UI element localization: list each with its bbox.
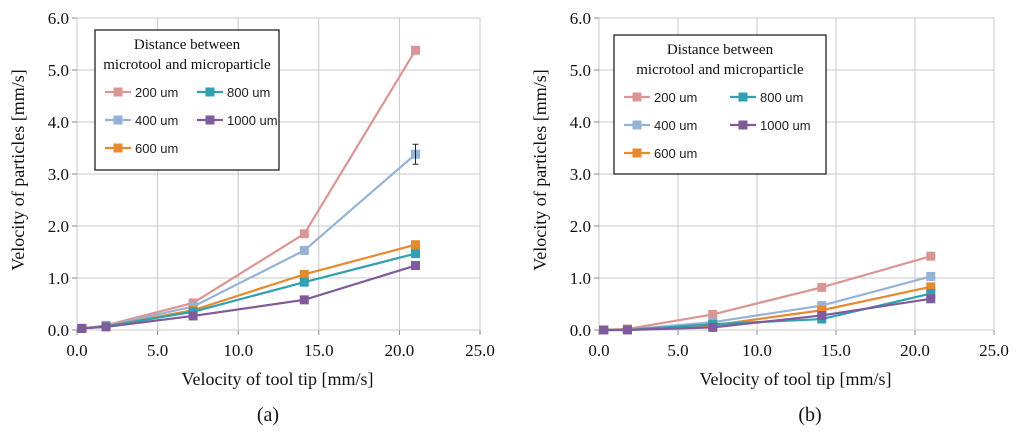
data-point xyxy=(299,245,309,255)
legend-marker xyxy=(738,120,748,130)
panel-label: (a) xyxy=(257,404,279,426)
legend-label: 400 um xyxy=(654,118,697,133)
legend-box xyxy=(613,34,827,175)
legend-title-line: microtool and microparticle xyxy=(636,62,804,78)
data-point xyxy=(411,249,421,259)
data-point xyxy=(299,295,309,305)
legend-label: 800 um xyxy=(227,85,270,100)
chart-panel-a: 0.0 5.0 10.0 15.0 20.0 25.0 0.0 1.0 2.0 3.0 4.0 5.0… xyxy=(8,9,495,426)
data-point xyxy=(817,305,827,315)
data-point xyxy=(599,325,609,335)
legend-label: 600 um xyxy=(654,146,697,161)
x-tick-label: 10.0 xyxy=(742,341,772,360)
y-tick-label: 5.0 xyxy=(570,61,591,80)
legend-marker xyxy=(205,87,215,97)
legend-label: 200 um xyxy=(135,85,178,100)
legend-title-line: Distance between xyxy=(667,42,774,58)
x-tick-label: 25.0 xyxy=(465,341,495,360)
y-tick-label: 3.0 xyxy=(48,165,69,184)
y-tick-label: 6.0 xyxy=(570,9,591,28)
data-point xyxy=(299,269,309,279)
y-tick-label: 1.0 xyxy=(48,269,69,288)
data-point xyxy=(411,261,421,271)
x-axis-title: Velocity of tool tip [mm/s] xyxy=(700,369,892,389)
legend-label: 1000 um xyxy=(227,113,278,128)
legend-label: 600 um xyxy=(135,141,178,156)
panel-label: (b) xyxy=(798,404,821,426)
y-tick-label: 0.0 xyxy=(570,321,591,340)
legend-marker xyxy=(113,115,123,125)
data-point xyxy=(77,323,87,333)
x-tick-label: 0.0 xyxy=(588,341,609,360)
data-point xyxy=(188,311,198,321)
legend-box xyxy=(94,29,280,171)
data-point xyxy=(299,229,309,239)
x-tick-label: 25.0 xyxy=(979,341,1009,360)
legend: Distance between microtool and microparti… xyxy=(94,29,280,171)
y-tick-label: 1.0 xyxy=(570,269,591,288)
legend-marker xyxy=(205,115,215,125)
legend-marker xyxy=(738,92,748,102)
legend-label: 400 um xyxy=(135,113,178,128)
y-axis-title: Velocity of particles [mm/s] xyxy=(8,69,28,270)
y-tick-label: 4.0 xyxy=(570,113,591,132)
data-point xyxy=(101,322,111,332)
x-tick-label: 15.0 xyxy=(821,341,851,360)
legend-marker xyxy=(113,143,123,153)
data-point xyxy=(411,45,421,55)
y-tick-label: 2.0 xyxy=(570,217,591,236)
y-tick-label: 4.0 xyxy=(48,113,69,132)
y-tick-label: 3.0 xyxy=(570,165,591,184)
data-point xyxy=(817,310,827,320)
x-axis-title: Velocity of tool tip [mm/s] xyxy=(182,369,374,389)
legend-label: 200 um xyxy=(654,90,697,105)
legend-marker xyxy=(632,148,642,158)
data-point xyxy=(622,325,632,335)
data-point xyxy=(411,240,421,250)
x-tick-label: 10.0 xyxy=(223,341,253,360)
x-tick-label: 5.0 xyxy=(667,341,688,360)
data-point xyxy=(926,282,936,292)
data-point xyxy=(926,271,936,281)
legend-marker xyxy=(113,87,123,97)
legend: Distance between microtool and microparti… xyxy=(613,34,827,175)
legend-label: 800 um xyxy=(760,90,803,105)
chart-panel-b: 0.0 5.0 10.0 15.0 20.0 25.0 0.0 1.0 2.0 3.0 4.0 5.0… xyxy=(530,9,1009,426)
x-tick-label: 5.0 xyxy=(147,341,168,360)
y-tick-label: 0.0 xyxy=(48,321,69,340)
legend-title-line: microtool and microparticle xyxy=(103,57,271,73)
legend-marker xyxy=(632,92,642,102)
data-point xyxy=(708,309,718,319)
data-point xyxy=(817,282,827,292)
y-tick-label: 5.0 xyxy=(48,61,69,80)
data-point xyxy=(817,301,827,311)
y-axis-title: Velocity of particles [mm/s] xyxy=(530,69,550,270)
data-point xyxy=(299,277,309,287)
data-point xyxy=(926,251,936,261)
x-tick-label: 15.0 xyxy=(304,341,334,360)
x-tick-label: 20.0 xyxy=(385,341,415,360)
y-tick-label: 6.0 xyxy=(48,9,69,28)
y-tick-label: 2.0 xyxy=(48,217,69,236)
legend-title-line: Distance between xyxy=(134,37,241,53)
x-tick-label: 0.0 xyxy=(66,341,87,360)
data-point xyxy=(926,289,936,299)
data-point xyxy=(926,294,936,304)
x-tick-label: 20.0 xyxy=(900,341,930,360)
legend-marker xyxy=(632,120,642,130)
legend-label: 1000 um xyxy=(760,118,811,133)
data-point xyxy=(708,322,718,332)
